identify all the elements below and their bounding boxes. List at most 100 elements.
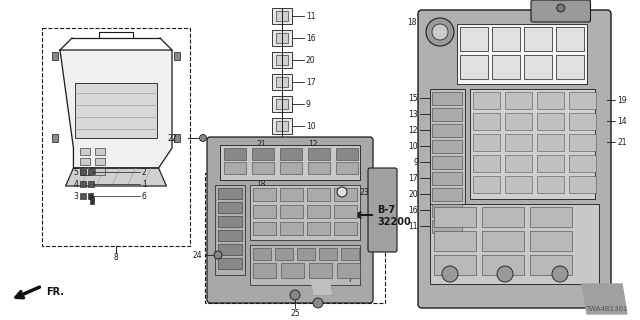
Text: 20: 20: [408, 189, 418, 198]
Bar: [556, 27, 584, 51]
FancyBboxPatch shape: [368, 168, 397, 252]
Circle shape: [497, 266, 513, 282]
Bar: [569, 176, 596, 193]
Bar: [276, 11, 288, 21]
Text: 5: 5: [73, 167, 78, 177]
Text: 2: 2: [142, 167, 147, 177]
Bar: [224, 148, 246, 160]
Text: 14: 14: [257, 166, 266, 175]
Bar: [268, 165, 296, 177]
Bar: [252, 162, 274, 174]
Bar: [569, 155, 596, 172]
Bar: [272, 118, 292, 134]
Text: 12: 12: [408, 125, 418, 134]
Bar: [432, 220, 462, 233]
Bar: [80, 169, 86, 175]
Text: 13: 13: [308, 154, 317, 163]
Bar: [537, 113, 564, 130]
Bar: [80, 193, 86, 199]
Bar: [334, 222, 357, 235]
Bar: [530, 207, 572, 227]
Bar: [537, 92, 564, 109]
Text: 20: 20: [306, 55, 316, 65]
Bar: [88, 193, 93, 199]
Bar: [80, 158, 90, 165]
Bar: [75, 83, 157, 138]
Circle shape: [557, 4, 564, 12]
Bar: [272, 30, 292, 46]
Text: 24: 24: [193, 251, 202, 260]
Bar: [174, 134, 180, 142]
Text: 23: 23: [360, 188, 370, 196]
Bar: [52, 52, 58, 60]
Bar: [473, 134, 500, 151]
Text: 10: 10: [408, 141, 418, 150]
Text: 21: 21: [617, 138, 627, 147]
Bar: [272, 74, 292, 90]
Bar: [432, 124, 462, 137]
Text: 22: 22: [168, 133, 177, 142]
Bar: [281, 263, 304, 278]
Text: 25: 25: [290, 308, 300, 317]
Bar: [218, 216, 242, 227]
Bar: [537, 134, 564, 151]
Bar: [253, 248, 271, 260]
Bar: [253, 263, 276, 278]
Text: 9: 9: [306, 100, 311, 108]
Bar: [569, 134, 596, 151]
Bar: [215, 185, 245, 275]
Text: 14: 14: [617, 116, 627, 125]
Bar: [492, 27, 520, 51]
Bar: [473, 176, 500, 193]
Polygon shape: [310, 275, 332, 295]
Bar: [272, 167, 280, 175]
Bar: [284, 180, 292, 188]
Bar: [272, 52, 292, 68]
Text: 18: 18: [408, 18, 417, 27]
Bar: [88, 181, 94, 187]
Bar: [284, 167, 292, 175]
Bar: [482, 255, 524, 275]
Polygon shape: [60, 50, 172, 168]
Bar: [336, 148, 358, 160]
Bar: [307, 188, 330, 201]
Bar: [276, 99, 288, 109]
Bar: [432, 92, 462, 105]
Bar: [268, 178, 296, 190]
Bar: [505, 155, 532, 172]
Bar: [530, 255, 572, 275]
Text: 15: 15: [408, 93, 418, 102]
Bar: [307, 222, 330, 235]
Text: 17: 17: [408, 173, 418, 182]
Bar: [341, 248, 359, 260]
FancyBboxPatch shape: [418, 10, 611, 308]
Text: 19: 19: [617, 95, 627, 105]
Text: 17: 17: [306, 77, 316, 86]
Bar: [218, 230, 242, 241]
FancyBboxPatch shape: [207, 137, 373, 303]
Bar: [432, 172, 462, 185]
Polygon shape: [65, 168, 166, 186]
Text: 18: 18: [257, 180, 266, 188]
Circle shape: [214, 251, 222, 259]
Bar: [457, 24, 587, 84]
Bar: [252, 148, 274, 160]
Bar: [309, 263, 332, 278]
Bar: [434, 207, 476, 227]
Text: 4: 4: [73, 180, 78, 188]
Bar: [272, 140, 280, 148]
Bar: [90, 197, 94, 204]
Text: 11: 11: [306, 12, 316, 20]
Text: 1: 1: [142, 180, 147, 188]
Bar: [334, 188, 357, 201]
Bar: [505, 92, 532, 109]
Bar: [460, 27, 488, 51]
Bar: [569, 113, 596, 130]
Bar: [272, 154, 280, 162]
Bar: [505, 113, 532, 130]
Bar: [524, 55, 552, 79]
Bar: [218, 188, 242, 199]
Bar: [218, 258, 242, 269]
Bar: [337, 263, 360, 278]
Bar: [280, 222, 303, 235]
